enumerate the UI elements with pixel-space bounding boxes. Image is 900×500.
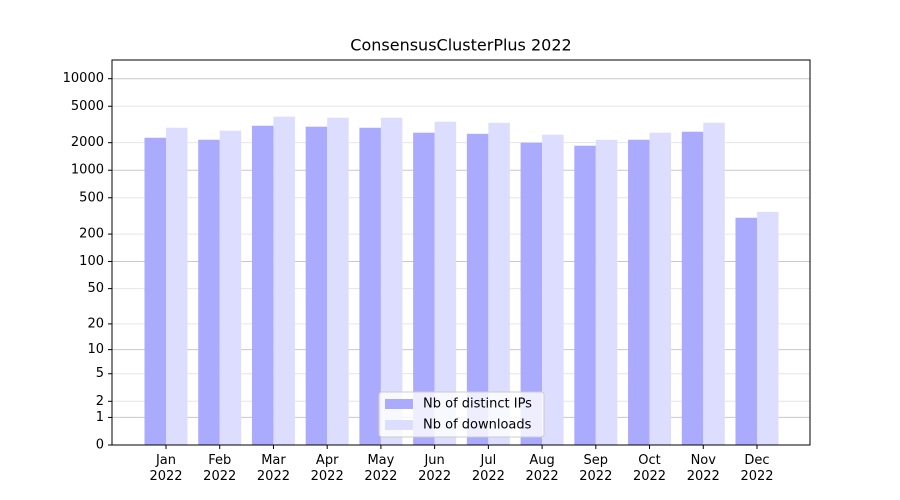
bar bbox=[488, 122, 510, 445]
legend-label: Nb of downloads bbox=[423, 418, 532, 433]
plot-frame bbox=[111, 59, 811, 446]
y-tick-label: 50 bbox=[87, 281, 104, 296]
bar bbox=[595, 139, 618, 445]
bar bbox=[757, 211, 779, 445]
legend-swatch bbox=[385, 399, 413, 409]
bar bbox=[542, 134, 564, 446]
bar bbox=[144, 137, 166, 445]
bar bbox=[359, 127, 381, 445]
bar bbox=[305, 126, 328, 446]
y-tick-label: 500 bbox=[79, 190, 104, 205]
x-tick-label: Aug 2022 bbox=[525, 453, 559, 484]
bar bbox=[466, 133, 489, 445]
x-tick-label: Jan 2022 bbox=[149, 453, 183, 484]
bar bbox=[703, 122, 725, 445]
y-tick-label: 0 bbox=[96, 438, 104, 453]
bar bbox=[251, 125, 274, 445]
bar bbox=[681, 131, 704, 446]
x-tick-label: Mar 2022 bbox=[256, 453, 290, 484]
x-tick-label: Jun 2022 bbox=[418, 453, 452, 484]
y-tick-label: 20 bbox=[87, 316, 104, 331]
y-tick-label: 2000 bbox=[71, 135, 104, 150]
bar bbox=[327, 117, 349, 445]
legend-box bbox=[378, 391, 545, 438]
x-tick-label: Jul 2022 bbox=[471, 453, 505, 484]
y-tick-label: 10 bbox=[87, 342, 104, 357]
bar bbox=[434, 121, 457, 445]
x-tick-label: Feb 2022 bbox=[203, 453, 237, 484]
y-tick-label: 1 bbox=[96, 410, 104, 425]
x-tick-label: Apr 2022 bbox=[310, 453, 344, 484]
bar bbox=[166, 127, 188, 445]
legend-swatch bbox=[385, 420, 413, 430]
chart-title: ConsensusClusterPlus 2022 bbox=[350, 36, 571, 55]
x-tick-label: May 2022 bbox=[364, 453, 398, 484]
bar bbox=[413, 132, 435, 445]
bar bbox=[574, 145, 596, 445]
y-tick-label: 100 bbox=[79, 254, 104, 269]
y-tick-label: 10000 bbox=[63, 71, 104, 86]
bar bbox=[219, 130, 242, 445]
y-tick-label: 5 bbox=[96, 366, 104, 381]
bar bbox=[520, 142, 543, 445]
y-tick-label: 200 bbox=[79, 227, 104, 242]
bar bbox=[649, 132, 672, 445]
bar bbox=[273, 116, 295, 446]
x-tick-label: Nov 2022 bbox=[686, 453, 720, 484]
bar bbox=[628, 139, 650, 445]
bar bbox=[735, 217, 757, 445]
x-tick-label: Dec 2022 bbox=[740, 453, 774, 484]
y-tick-label: 5000 bbox=[71, 99, 104, 114]
bar bbox=[380, 117, 403, 445]
legend-label: Nb of distinct IPs bbox=[423, 397, 532, 412]
x-tick-label: Oct 2022 bbox=[632, 453, 667, 484]
x-tick-label: Sep 2022 bbox=[579, 453, 613, 484]
y-tick-label: 1000 bbox=[71, 163, 104, 178]
y-tick-label: 2 bbox=[96, 394, 104, 409]
bar bbox=[198, 139, 220, 445]
